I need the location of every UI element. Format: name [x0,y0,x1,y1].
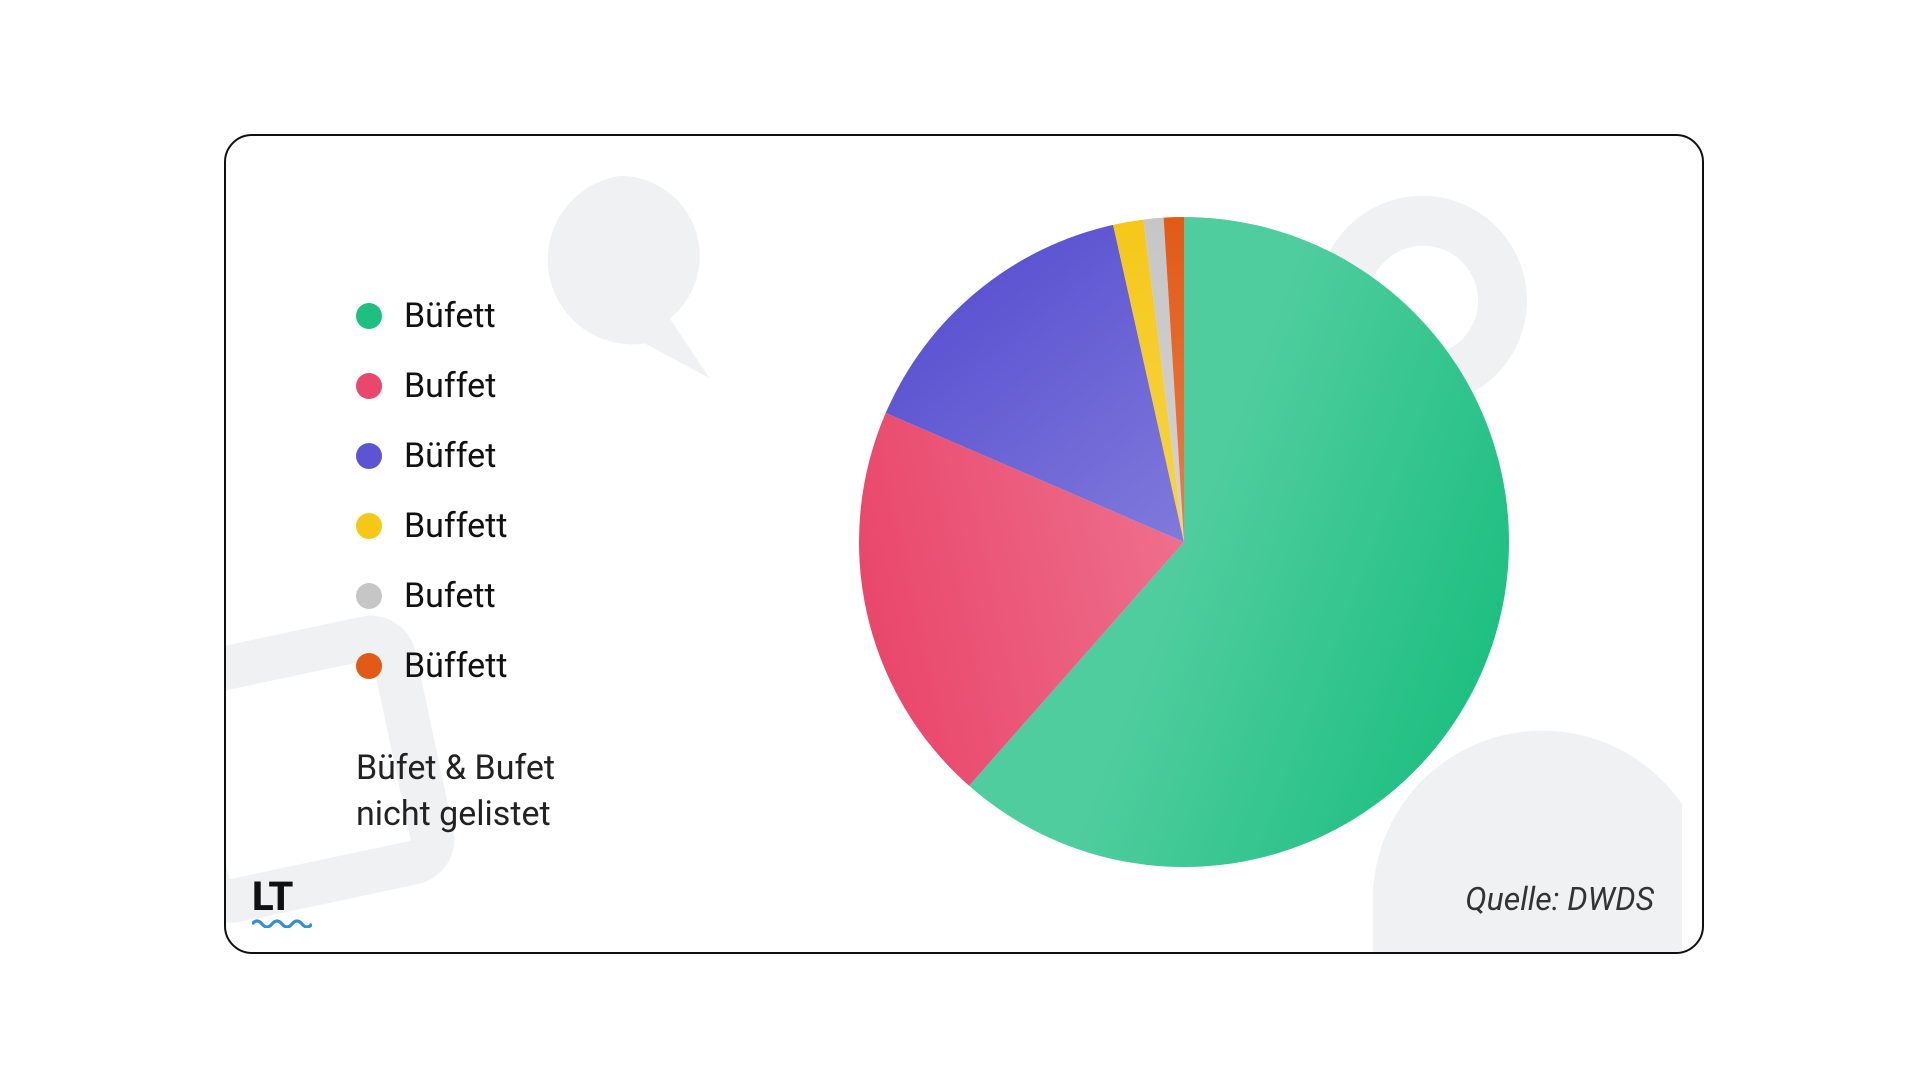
legend-swatch [356,443,382,469]
legend-item: Büfett [356,296,666,336]
note-line-2: nicht gelistet [356,794,551,834]
legend-label: Bufett [404,576,496,616]
legend-swatch [356,653,382,679]
chart-column [666,136,1702,952]
pie-chart [859,217,1509,871]
lt-logo: LT [252,873,312,928]
legend-item: Bufett [356,576,666,616]
legend-label: Büffett [404,646,507,686]
content-row: Büfett Buffet Büffet Buffett Bufett Büffett B… [226,136,1702,952]
legend-swatch [356,373,382,399]
legend-item: Buffet [356,366,666,406]
legend-swatch [356,303,382,329]
logo-text: LT [252,873,292,920]
chart-card: Büfett Buffet Büffet Buffett Bufett Büffett B… [224,134,1704,954]
legend-note: Büfet & Bufet nicht gelistet [356,746,666,838]
legend-label: Büfett [404,296,496,336]
legend-swatch [356,583,382,609]
legend-column: Büfett Buffet Büffet Buffett Bufett Büffett B… [226,136,666,952]
legend-label: Büffet [404,436,496,476]
legend-label: Buffett [404,506,507,546]
source-label: Quelle: DWDS [1465,880,1654,918]
legend-label: Buffet [404,366,496,406]
legend-item: Büffet [356,436,666,476]
legend-item: Buffett [356,506,666,546]
legend-item: Büffett [356,646,666,686]
legend-swatch [356,513,382,539]
note-line-1: Büfet & Bufet [356,748,555,788]
